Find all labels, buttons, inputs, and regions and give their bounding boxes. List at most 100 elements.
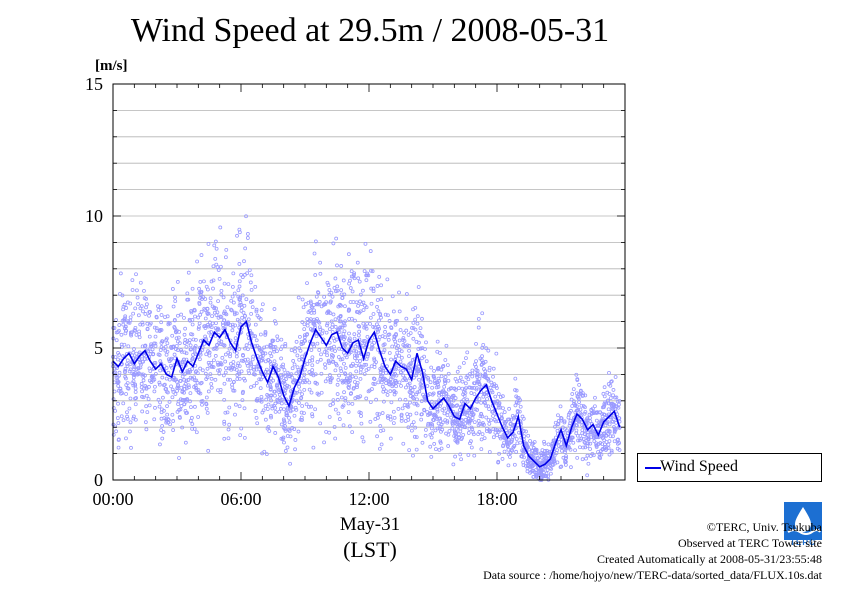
data-point [377, 446, 382, 451]
data-point [445, 413, 450, 418]
data-point [412, 385, 417, 389]
data-point [166, 370, 171, 375]
data-point [258, 386, 263, 391]
data-point [190, 415, 194, 420]
data-point [572, 399, 576, 404]
data-point [379, 442, 384, 447]
data-point [529, 460, 534, 465]
data-point [417, 331, 422, 335]
data-point [111, 406, 116, 410]
data-point [424, 359, 429, 364]
data-point [245, 271, 249, 276]
data-point [487, 407, 491, 412]
data-point [377, 274, 382, 279]
data-point [113, 408, 118, 413]
data-point [453, 396, 458, 400]
data-point [337, 373, 341, 378]
data-point [318, 260, 323, 265]
data-point [476, 418, 481, 423]
data-point [159, 320, 164, 325]
data-point [196, 388, 201, 392]
data-point [434, 447, 438, 452]
data-point [469, 391, 474, 395]
data-point [185, 410, 189, 415]
data-point [206, 349, 210, 354]
data-point [581, 404, 586, 409]
y-tick-label: 10 [85, 206, 103, 226]
data-point [457, 365, 462, 370]
data-point [282, 381, 287, 386]
data-point [514, 394, 519, 399]
data-point [599, 452, 604, 457]
data-point [265, 426, 270, 431]
data-point [143, 420, 148, 425]
data-point [468, 439, 473, 444]
data-point [237, 279, 242, 284]
data-point [111, 432, 116, 437]
data-point [215, 360, 220, 365]
data-point [282, 419, 287, 423]
data-point [218, 390, 223, 395]
data-point [414, 435, 419, 440]
data-point [327, 327, 332, 332]
data-point [226, 282, 231, 287]
data-point [420, 440, 425, 445]
data-point [504, 425, 508, 430]
data-point [594, 418, 599, 423]
data-point [573, 448, 577, 453]
data-point [290, 366, 295, 371]
data-point [231, 300, 236, 305]
data-point [507, 441, 512, 446]
data-point [500, 457, 505, 461]
data-point [331, 241, 336, 246]
y-tick-label: 15 [85, 74, 103, 94]
data-point [486, 377, 491, 381]
data-point [386, 313, 390, 318]
data-point [282, 420, 287, 425]
data-point [242, 259, 246, 264]
data-point [207, 353, 212, 358]
data-point [475, 371, 480, 376]
data-point [609, 415, 614, 420]
data-point [121, 304, 126, 309]
data-point [112, 389, 117, 394]
data-point [173, 392, 178, 396]
data-point [305, 317, 310, 321]
data-point [430, 392, 435, 397]
data-point [557, 444, 561, 449]
data-point [390, 294, 395, 299]
data-point [564, 454, 568, 458]
data-point [158, 348, 163, 352]
data-point [455, 403, 460, 408]
data-point [322, 350, 327, 354]
data-point [199, 309, 204, 314]
data-point [405, 365, 410, 370]
data-point [322, 440, 326, 445]
data-point [474, 359, 478, 364]
data-point [342, 337, 346, 341]
data-point [165, 341, 170, 346]
data-point [391, 409, 396, 414]
data-point [203, 297, 208, 301]
data-point [234, 311, 239, 316]
data-point [593, 404, 597, 409]
data-point [116, 437, 121, 442]
data-point [309, 404, 313, 409]
data-point [208, 372, 213, 377]
data-point [275, 338, 280, 343]
data-point [355, 395, 360, 399]
data-point [215, 327, 220, 332]
data-point [522, 455, 526, 460]
data-point [134, 272, 138, 277]
data-point [414, 373, 419, 378]
data-point [228, 361, 233, 366]
data-point [524, 429, 528, 434]
data-point [602, 394, 607, 399]
data-point [604, 429, 609, 434]
data-point [405, 402, 410, 407]
data-point [354, 383, 359, 387]
data-point [500, 394, 505, 399]
data-point [331, 401, 335, 406]
data-point [568, 421, 573, 426]
data-point [289, 372, 294, 377]
